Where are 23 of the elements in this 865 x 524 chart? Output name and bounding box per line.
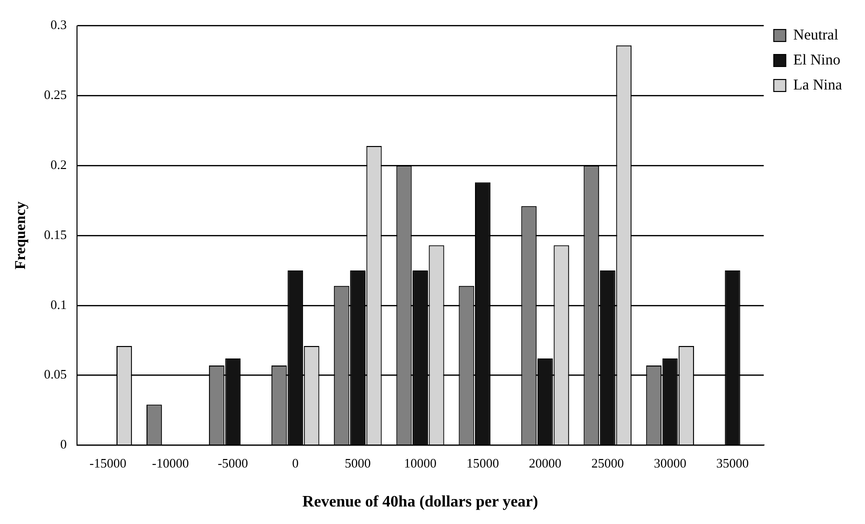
x-tick-label: -5000 [218,455,248,470]
x-tick-label: 35000 [716,455,749,470]
y-axis-title: Frequency [12,200,29,270]
y-tick-label: 0.25 [44,87,67,102]
legend-label: Neutral [793,27,838,44]
x-tick-label: 5000 [344,455,371,470]
y-tick-label: 0.1 [50,296,67,312]
y-tick-label: 0.3 [50,17,67,32]
x-tick-label: 10000 [404,455,437,470]
x-tick-label: -15000 [90,455,126,470]
x-axis-title: Revenue of 40ha (dollars per year) [302,494,538,511]
y-tick-label: 0 [60,436,67,452]
y-tick-label: 0.15 [44,226,67,242]
x-tick-label: 0 [292,455,299,470]
x-tick-label: 15000 [466,455,499,470]
x-tick-label: 20000 [528,455,562,470]
legend-label: La Nina [793,77,842,94]
legend-label: El Nino [793,52,840,68]
x-tick-label: 30000 [654,455,686,470]
y-tick-label: 0.05 [44,366,67,382]
y-tick-label: 0.2 [50,157,67,172]
x-tick-label: 25000 [591,455,624,470]
x-tick-label: -10000 [152,455,189,470]
